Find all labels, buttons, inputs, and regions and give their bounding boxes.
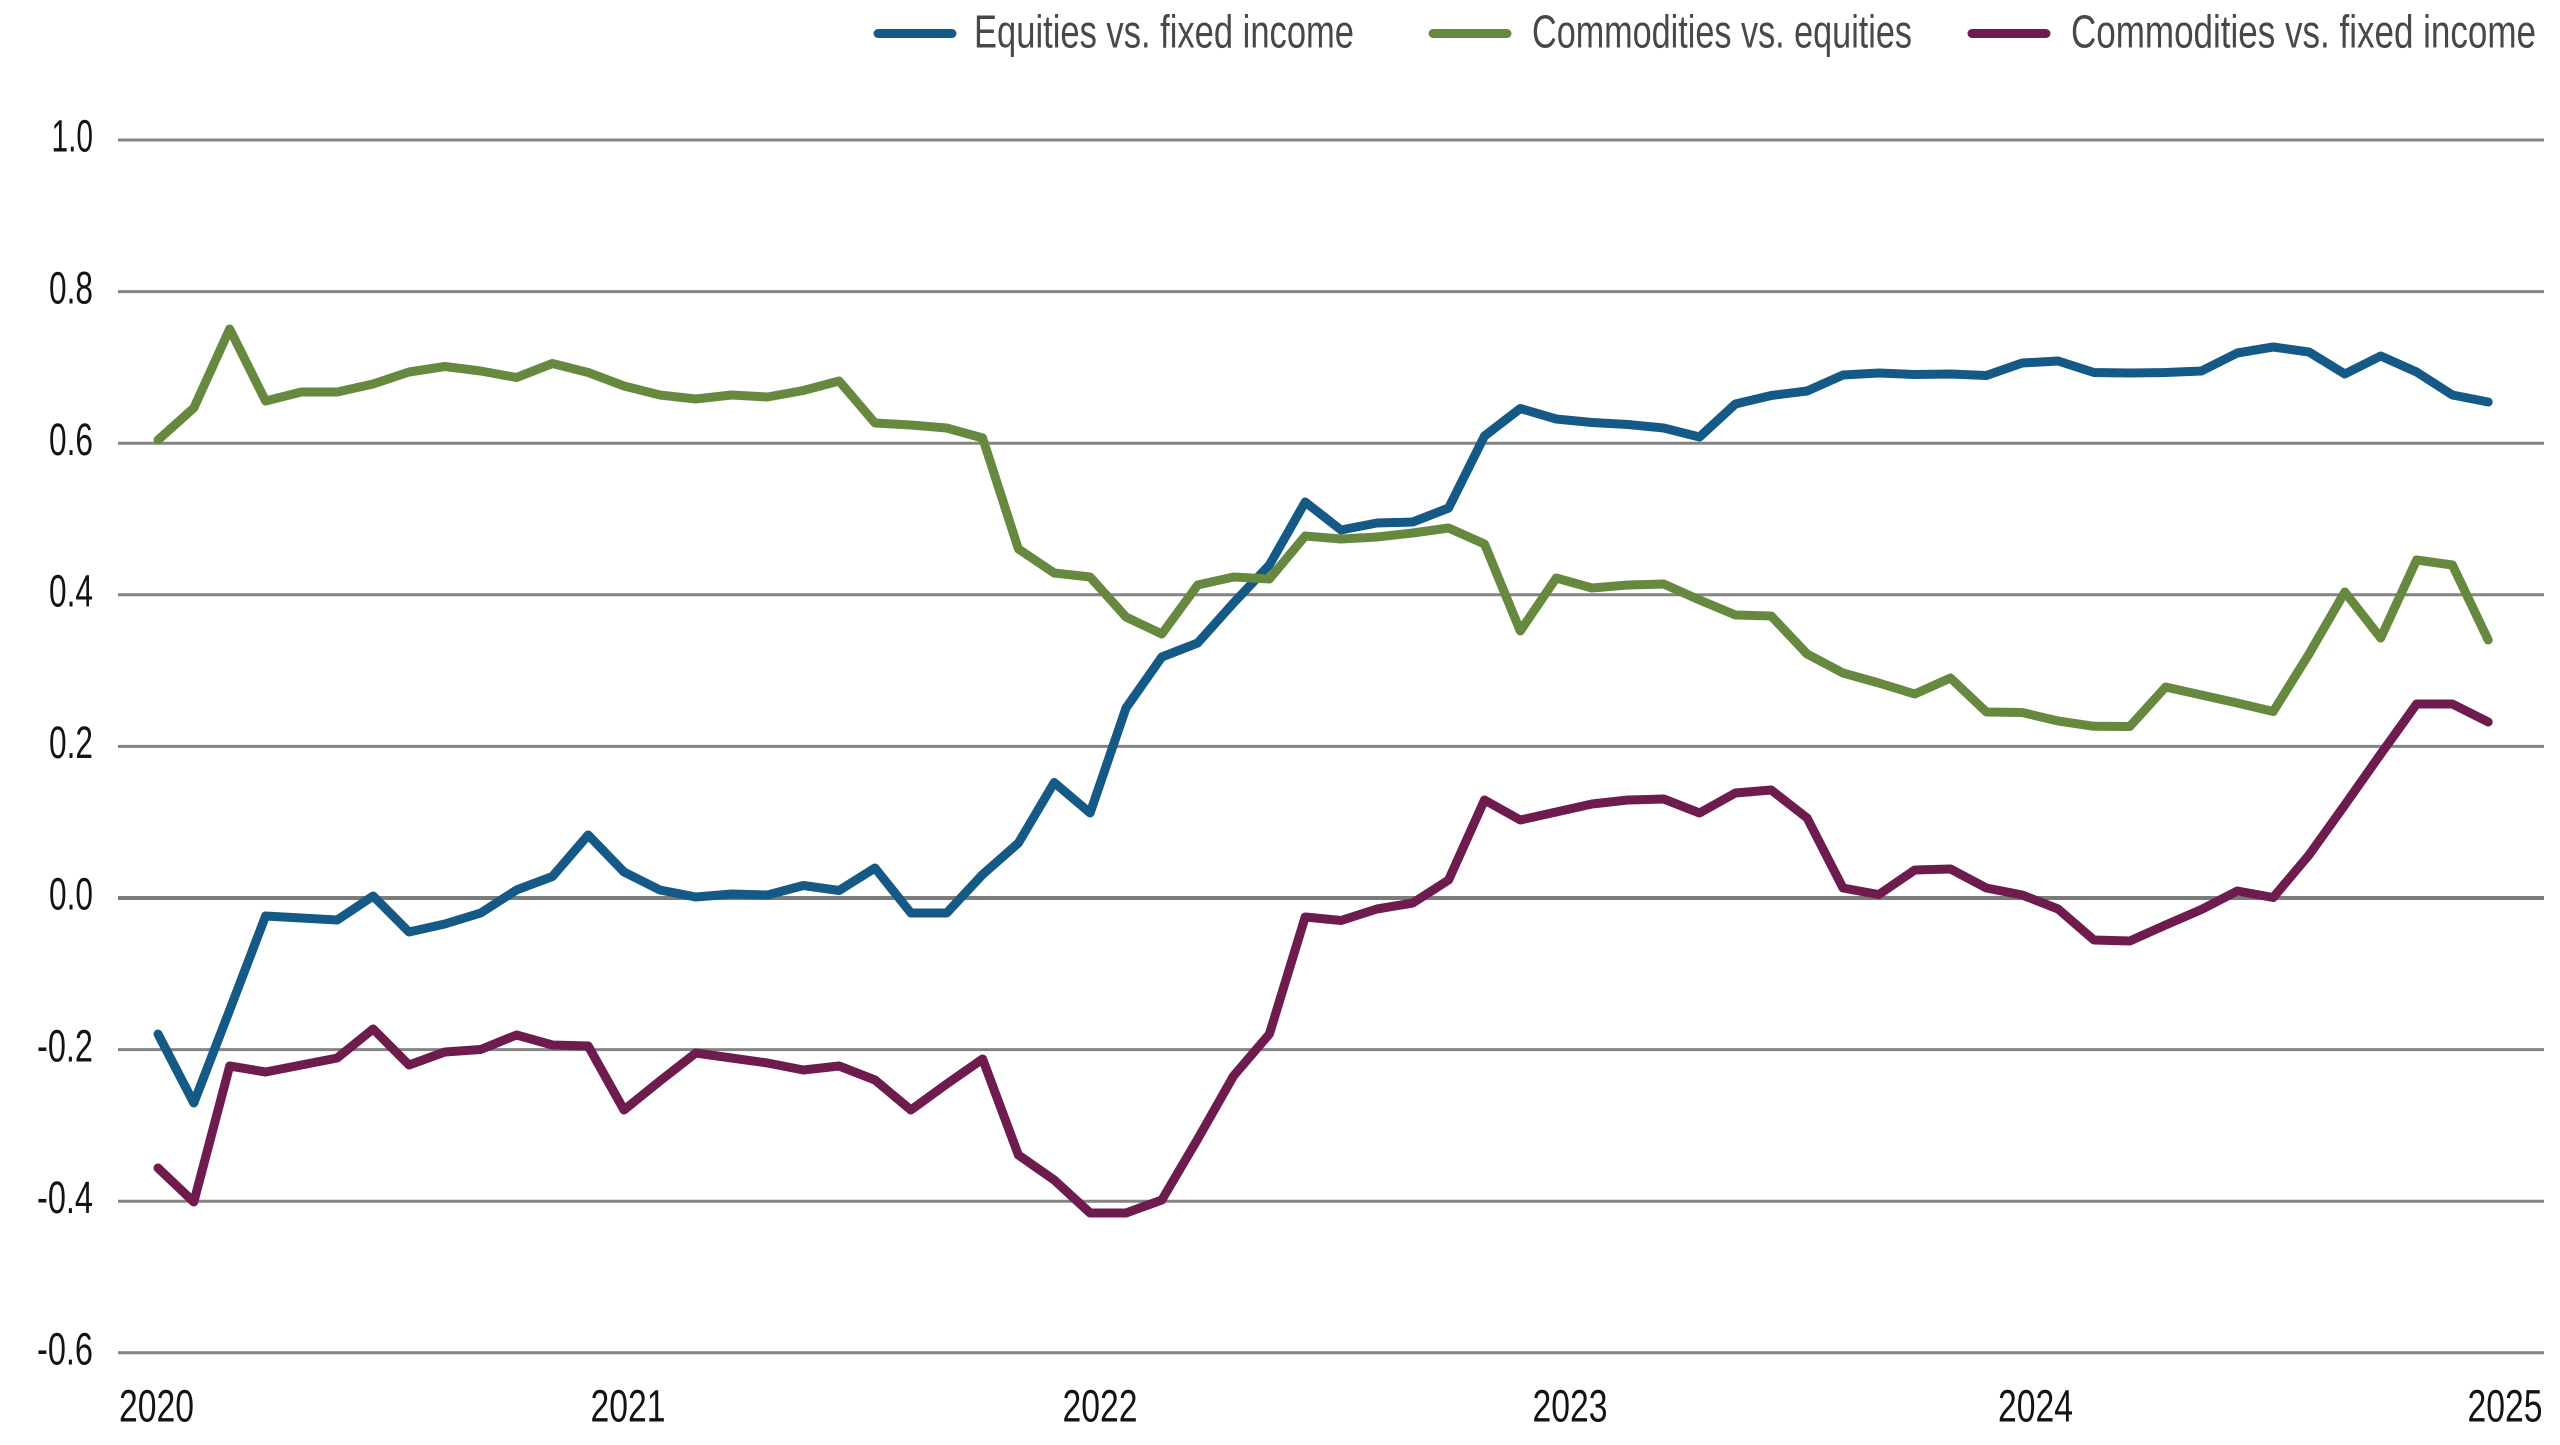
svg-text:0.8: 0.8 [49, 262, 93, 313]
svg-text:2021: 2021 [591, 1381, 666, 1432]
svg-text:2020: 2020 [119, 1381, 194, 1432]
svg-text:0.4: 0.4 [49, 566, 93, 617]
svg-text:0.0: 0.0 [49, 869, 93, 920]
svg-text:Equities vs. fixed income: Equities vs. fixed income [974, 6, 1354, 58]
svg-text:2024: 2024 [1998, 1381, 2073, 1432]
svg-text:Commodities vs. fixed income: Commodities vs. fixed income [2071, 6, 2536, 58]
svg-text:-0.6: -0.6 [37, 1324, 93, 1375]
svg-text:0.6: 0.6 [49, 414, 93, 465]
svg-text:2023: 2023 [1533, 1381, 1608, 1432]
svg-text:-0.4: -0.4 [37, 1172, 93, 1223]
svg-text:0.2: 0.2 [49, 717, 93, 768]
svg-text:Commodities vs. equities: Commodities vs. equities [1532, 6, 1912, 58]
svg-text:1.0: 1.0 [52, 111, 94, 162]
svg-text:2022: 2022 [1063, 1381, 1138, 1432]
svg-text:-0.2: -0.2 [37, 1020, 93, 1071]
svg-text:2025: 2025 [2468, 1381, 2543, 1432]
